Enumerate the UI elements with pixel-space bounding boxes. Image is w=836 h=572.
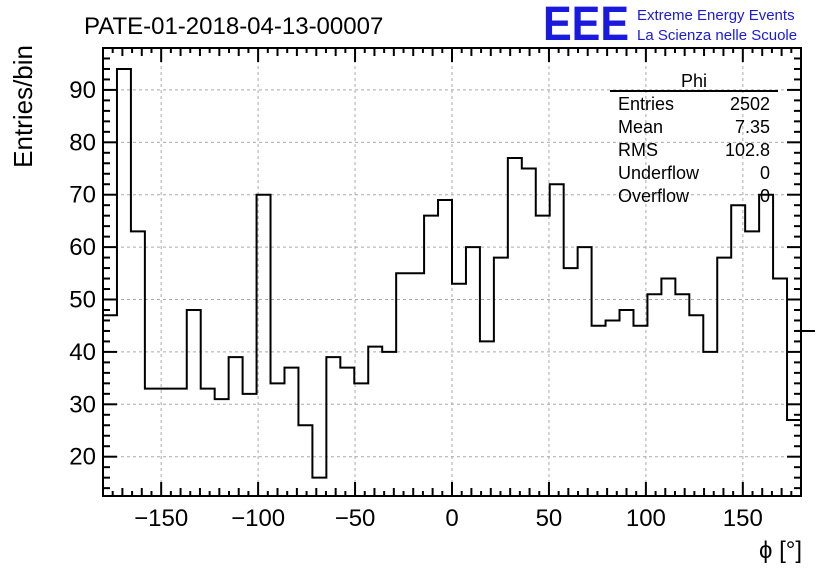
histogram-bin (187, 310, 201, 496)
histogram-bin (271, 383, 285, 496)
stats-title: Phi (681, 71, 707, 91)
histogram-bin (480, 341, 494, 496)
x-tick-label: 100 (626, 505, 666, 532)
histogram-bin (689, 315, 703, 496)
brand-line-1: Extreme Energy Events (637, 7, 795, 24)
histogram-bin (298, 425, 312, 496)
histogram-bin (620, 310, 634, 496)
histogram-bin (647, 294, 661, 496)
stats-value: 102.8 (725, 140, 770, 160)
histogram-bin (201, 389, 215, 496)
histogram-line (103, 67, 815, 479)
histogram-bin (494, 258, 508, 496)
x-tick-labels: −150 −100 −50 0 50 100 150 (134, 505, 763, 532)
histogram-bin (368, 347, 382, 496)
histogram-bin (229, 357, 243, 496)
histogram-bin (717, 258, 731, 496)
histogram-bin (661, 279, 675, 496)
histogram-bin (703, 352, 717, 496)
histogram-bin (257, 195, 271, 496)
y-tick-label: 20 (69, 444, 96, 471)
histogram-bin (536, 216, 550, 496)
y-tick-label: 40 (69, 339, 96, 366)
histogram-bin (173, 389, 187, 496)
histogram-bin (745, 231, 759, 496)
histogram-bin (131, 231, 145, 496)
y-tick-label: 50 (69, 287, 96, 314)
histogram-bin (731, 205, 745, 496)
stats-label: Underflow (618, 163, 700, 183)
histogram-bin (606, 320, 620, 496)
histogram-bin (284, 368, 298, 496)
histogram-bin (550, 184, 564, 496)
histogram-bin (396, 273, 410, 496)
histogram-bin (145, 389, 159, 496)
histogram-bin (787, 420, 801, 496)
histogram-bin (340, 368, 354, 496)
eee-logo: EEE (543, 0, 629, 51)
histogram-bin (215, 399, 229, 496)
x-tick-label: 50 (536, 505, 563, 532)
histogram-bin (466, 247, 480, 496)
histogram-bin (452, 284, 466, 496)
histogram-bin (564, 268, 578, 496)
x-tick-label: −50 (335, 505, 376, 532)
histogram-bin (354, 383, 368, 496)
stats-value: 0 (760, 186, 770, 206)
stats-value: 2502 (730, 94, 770, 114)
stats-label: Entries (618, 94, 674, 114)
y-tick-label: 80 (69, 129, 96, 156)
y-tick-labels: 20 30 40 50 60 70 80 90 (69, 77, 96, 471)
y-tick-label: 60 (69, 234, 96, 261)
stats-value: 7.35 (735, 117, 770, 137)
y-tick-label: 90 (69, 77, 96, 104)
x-tick-label: 0 (445, 505, 458, 532)
histogram-bins (103, 69, 815, 496)
stats-label: RMS (618, 140, 658, 160)
stats-label: Mean (618, 117, 663, 137)
histogram-bin (410, 273, 424, 496)
histogram-bin (578, 247, 592, 496)
x-tick-label: −150 (134, 505, 188, 532)
histogram-bin (382, 352, 396, 496)
x-tick-label: 150 (723, 505, 763, 532)
histogram-bin (117, 69, 131, 496)
histogram-bin (438, 200, 452, 496)
y-tick-label: 30 (69, 391, 96, 418)
histogram-bin (243, 394, 257, 496)
y-axis-label: Entries/bin (8, 45, 38, 168)
histogram-bin (424, 216, 438, 496)
stats-value: 0 (760, 163, 770, 183)
y-tick-label: 70 (69, 182, 96, 209)
chart-title: PATE-01-2018-04-13-00007 (84, 13, 383, 40)
histogram-bin (759, 195, 773, 496)
x-tick-label: −100 (231, 505, 285, 532)
histogram-bin (508, 158, 522, 496)
histogram-bin (675, 294, 689, 496)
brand-line-2: La Scienza nelle Scuole (637, 27, 797, 44)
histogram-bin (326, 357, 340, 496)
x-axis-label: ϕ [°] (759, 537, 802, 564)
histogram-bin (773, 279, 787, 496)
stats-label: Overflow (618, 186, 690, 206)
histogram-bin (159, 389, 173, 496)
stats-box: Phi Entries 2502 Mean 7.35 RMS 102.8 Underflow… (610, 71, 778, 206)
histogram-bin (592, 326, 606, 496)
histogram-bin (312, 478, 326, 496)
axis-ticks (103, 47, 801, 496)
histogram-bin (633, 326, 647, 496)
histogram-bin (801, 331, 815, 496)
histogram-bin (522, 169, 536, 496)
